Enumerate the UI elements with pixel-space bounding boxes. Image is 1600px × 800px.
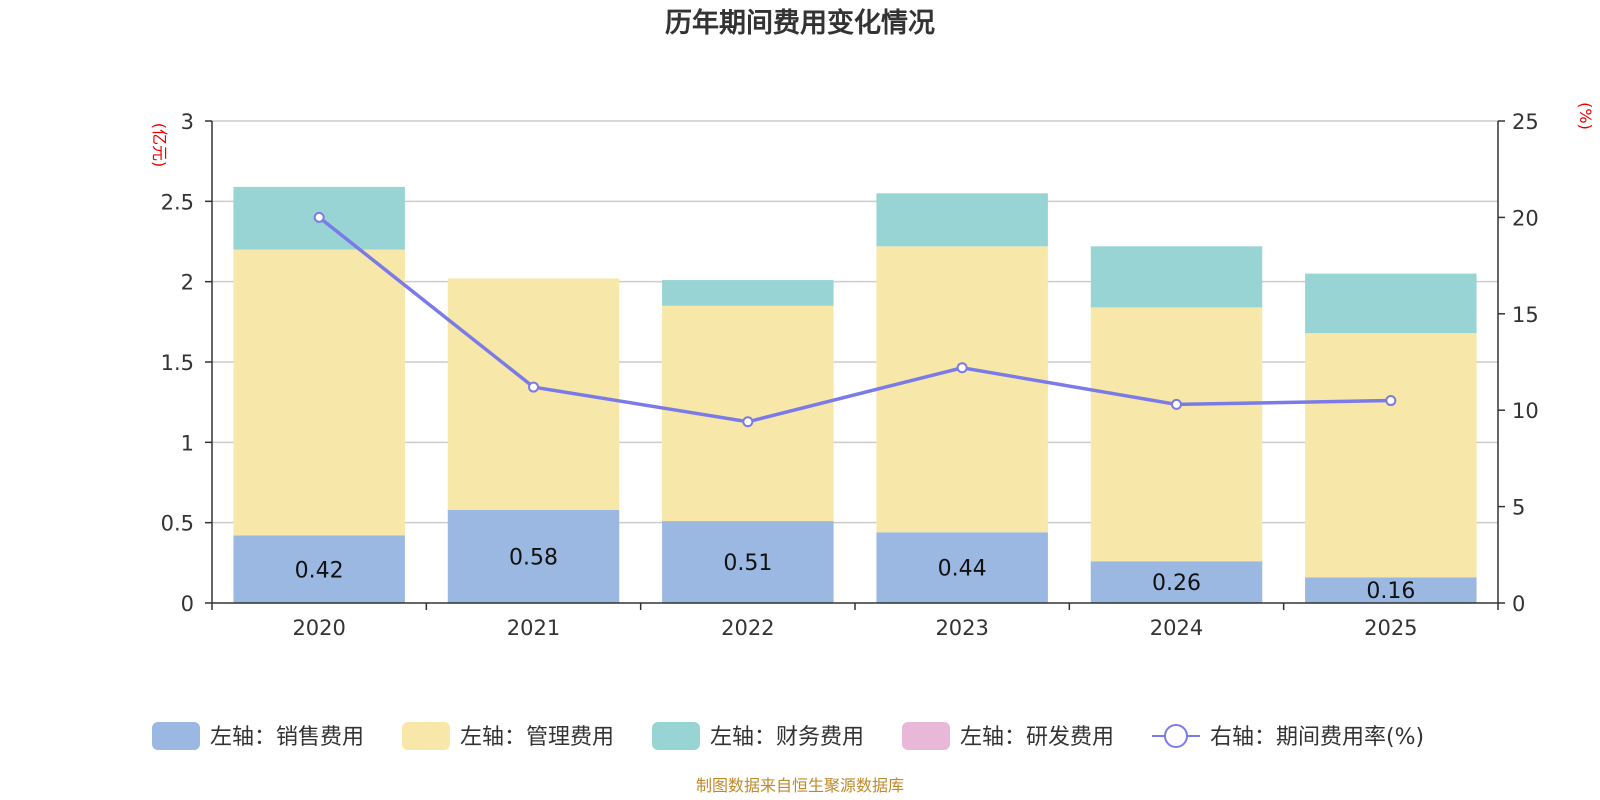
left-tick-label: 2.5 [161,190,194,214]
bar-2-2021 [447,278,620,510]
x-tick-label: 2024 [1150,616,1203,640]
left-tick-label: 0 [181,592,194,616]
bar-3-2022 [662,280,834,306]
bar-2-2020 [233,249,405,536]
bar-3-2025 [1305,273,1477,334]
bar-value-label: 0.16 [1366,579,1415,604]
rate-point [742,416,754,428]
bar-1-2022 [662,521,834,603]
rate-point [1385,395,1397,407]
chart-title: 历年期间费用变化情况 [665,7,935,39]
bars: 0.42 0.58 0.51 0.44 0.26 0.16 [233,186,1477,604]
rate-line [313,211,1397,428]
right-axis-unit: (%) [1576,102,1595,130]
bar-value-label: 0.51 [723,551,772,576]
left-tick-label: 1 [181,431,194,455]
right-tick-label: 5 [1512,496,1525,520]
bar-value-label: 0.42 [295,558,344,583]
bar-value-label: 0.44 [938,557,987,582]
x-tick-label: 2023 [935,616,988,640]
bar-1-2020 [233,535,405,603]
x-tick-label: 2020 [292,616,345,640]
left-tick-label: 1.5 [161,351,194,375]
bar-1-2023 [876,532,1048,603]
legend-swatch [152,722,200,750]
rate-point [1171,398,1182,410]
legend-swatch [402,722,450,750]
bar-2-2024 [1090,307,1263,562]
x-tick-label: 2025 [1364,616,1417,640]
legend-label: 左轴：管理费用 [460,725,614,750]
bar-3-2024 [1090,246,1263,308]
legend-swatch-marker [1164,724,1188,748]
bar-value-label: 0.26 [1152,571,1201,596]
left-tick-label: 3 [181,110,194,134]
legend: 左轴：销售费用 左轴：管理费用 左轴：财务费用 左轴：研发费用 右轴：期间费用率(%) [152,722,1424,750]
legend-label: 右轴：期间费用率(%) [1210,725,1424,750]
x-tick-label: 2022 [721,616,774,640]
bar-3-2023 [876,193,1048,247]
legend-label: 左轴：研发费用 [960,725,1114,750]
bar-2-2023 [876,246,1048,533]
right-tick-label: 10 [1512,399,1539,423]
bar-2-2025 [1305,333,1477,578]
right-tick-label: 20 [1512,206,1539,230]
bar-1-2021 [447,509,620,603]
left-tick-label: 2 [181,271,194,295]
left-tick-label: 0.5 [161,512,194,536]
bar-1-2024 [1090,561,1263,603]
rate-point [956,362,968,374]
rate-point [528,381,539,393]
legend-label: 左轴：销售费用 [210,725,364,750]
right-tick-label: 15 [1512,303,1539,327]
right-tick-label: 0 [1512,592,1525,616]
left-axis-unit: (亿元) [150,123,169,168]
legend-swatch [652,722,700,750]
source-note: 制图数据来自恒生聚源数据库 [696,776,904,795]
legend-swatch [902,722,950,750]
rate-point [313,211,325,223]
legend-label: 左轴：财务费用 [710,725,864,750]
rate-polyline [318,216,1391,424]
gridlines [212,120,1498,524]
right-tick-label: 25 [1512,110,1539,134]
bar-value-label: 0.58 [509,545,558,570]
bar-1-2025 [1305,577,1477,603]
x-tick-label: 2021 [507,616,560,640]
